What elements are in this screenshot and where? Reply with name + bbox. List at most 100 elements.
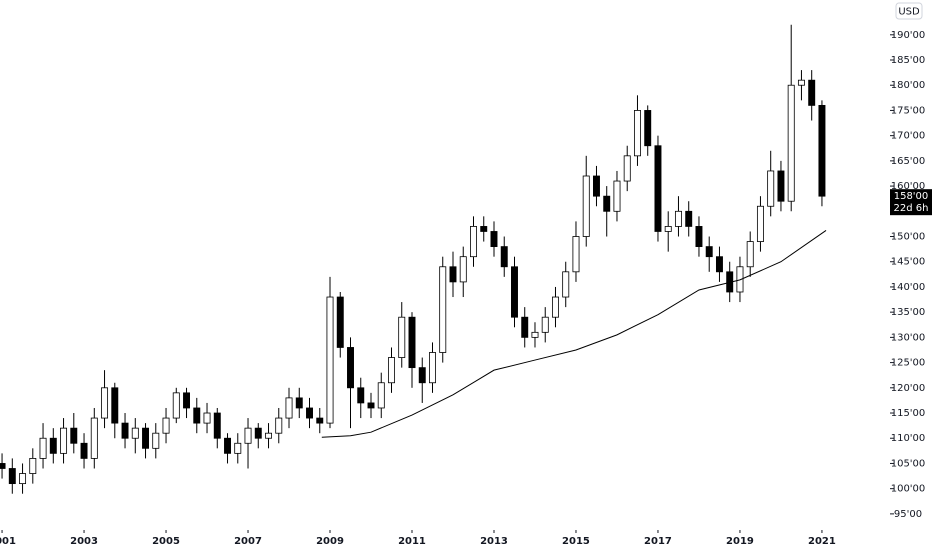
candle-body bbox=[552, 296, 559, 318]
candle bbox=[70, 413, 78, 454]
candle bbox=[295, 387, 303, 419]
candle bbox=[347, 337, 354, 429]
candle-body bbox=[439, 266, 447, 353]
candle-body bbox=[715, 256, 723, 273]
candle bbox=[60, 418, 68, 464]
candle bbox=[695, 216, 703, 257]
candle bbox=[254, 423, 262, 449]
candle bbox=[172, 387, 180, 424]
candle-body bbox=[767, 170, 775, 207]
y-tick-label: 140'00 bbox=[891, 282, 926, 293]
candle-body bbox=[490, 231, 498, 248]
candle-body bbox=[603, 195, 611, 212]
y-tick-label: 165'00 bbox=[891, 156, 926, 167]
candle-body bbox=[70, 427, 78, 444]
y-tick-label: 125'00 bbox=[891, 358, 926, 369]
candle bbox=[613, 170, 621, 222]
candle bbox=[500, 236, 508, 277]
y-tick-label: 190'00 bbox=[891, 30, 926, 41]
candle bbox=[244, 418, 252, 469]
candle bbox=[521, 307, 529, 348]
candle-body bbox=[644, 110, 652, 147]
currency-box[interactable] bbox=[895, 2, 923, 20]
candle-body bbox=[8, 468, 16, 485]
candle-body bbox=[367, 402, 375, 409]
candle-body bbox=[674, 210, 682, 227]
candle bbox=[818, 100, 826, 207]
candle-body bbox=[49, 437, 57, 454]
candle bbox=[265, 423, 272, 449]
moving-average bbox=[321, 230, 827, 438]
candle-body bbox=[613, 180, 621, 212]
x-tick-label: 2021 bbox=[808, 536, 836, 547]
candle-body bbox=[193, 407, 201, 424]
y-tick-label: 115'00 bbox=[891, 408, 926, 419]
candle-body bbox=[265, 432, 272, 439]
candle-body bbox=[152, 432, 160, 449]
candle-body bbox=[183, 392, 191, 409]
candle bbox=[767, 150, 775, 217]
candle-body bbox=[521, 316, 529, 338]
candle-body bbox=[275, 417, 283, 434]
candle bbox=[777, 160, 785, 212]
candle-body bbox=[572, 236, 580, 273]
candle bbox=[193, 397, 201, 434]
x-tick-label: 2015 bbox=[562, 536, 590, 547]
candle bbox=[787, 24, 795, 212]
y-tick-label: 175'00 bbox=[891, 105, 926, 116]
candle-body bbox=[685, 210, 693, 227]
candle-body bbox=[326, 296, 334, 424]
candle-body bbox=[357, 387, 365, 404]
candle-body bbox=[418, 367, 426, 384]
currency[interactable]: USD bbox=[898, 7, 920, 18]
candle bbox=[685, 201, 693, 237]
candle bbox=[316, 407, 324, 434]
candle bbox=[285, 387, 293, 429]
candle bbox=[664, 211, 672, 252]
x-tick-label: 2011 bbox=[398, 536, 426, 547]
candle-body bbox=[60, 427, 68, 454]
candle-body bbox=[664, 226, 672, 232]
candle-body bbox=[203, 412, 211, 424]
candle bbox=[459, 246, 467, 298]
candle-body bbox=[111, 387, 119, 424]
price-label-box bbox=[890, 189, 932, 216]
candle bbox=[562, 261, 570, 308]
candle bbox=[183, 387, 191, 419]
y-tick-label: 110'00 bbox=[891, 433, 926, 444]
candle bbox=[224, 433, 231, 464]
candle bbox=[203, 402, 211, 434]
candle bbox=[582, 155, 590, 247]
candle-body bbox=[818, 104, 826, 197]
candle-body bbox=[500, 246, 508, 268]
candle bbox=[480, 216, 488, 242]
candle-body bbox=[582, 175, 590, 237]
candle-body bbox=[234, 442, 242, 454]
candle-body bbox=[797, 79, 805, 86]
candle-body bbox=[172, 392, 180, 419]
candle-body bbox=[244, 427, 252, 444]
x-tick-label: 2017 bbox=[644, 536, 672, 547]
x-tick-label: 2007 bbox=[234, 536, 262, 547]
candle-body bbox=[336, 296, 344, 348]
candle bbox=[336, 291, 344, 358]
candle-body bbox=[511, 266, 518, 318]
countdown: 22d 6h bbox=[894, 203, 929, 214]
candle bbox=[90, 407, 98, 469]
x-tick-label: 2005 bbox=[152, 536, 180, 547]
candle bbox=[705, 236, 713, 272]
candle bbox=[49, 428, 57, 464]
candle-body bbox=[480, 226, 488, 232]
candle bbox=[797, 70, 805, 101]
candle-body bbox=[0, 463, 6, 469]
candle-body bbox=[254, 427, 262, 439]
candle bbox=[593, 165, 600, 207]
candle-body bbox=[377, 382, 385, 409]
candle bbox=[121, 413, 129, 449]
candle-body bbox=[777, 170, 785, 202]
candle bbox=[756, 196, 764, 252]
candle-body bbox=[306, 407, 313, 419]
candle-body bbox=[295, 397, 303, 409]
candle-body bbox=[142, 427, 150, 449]
